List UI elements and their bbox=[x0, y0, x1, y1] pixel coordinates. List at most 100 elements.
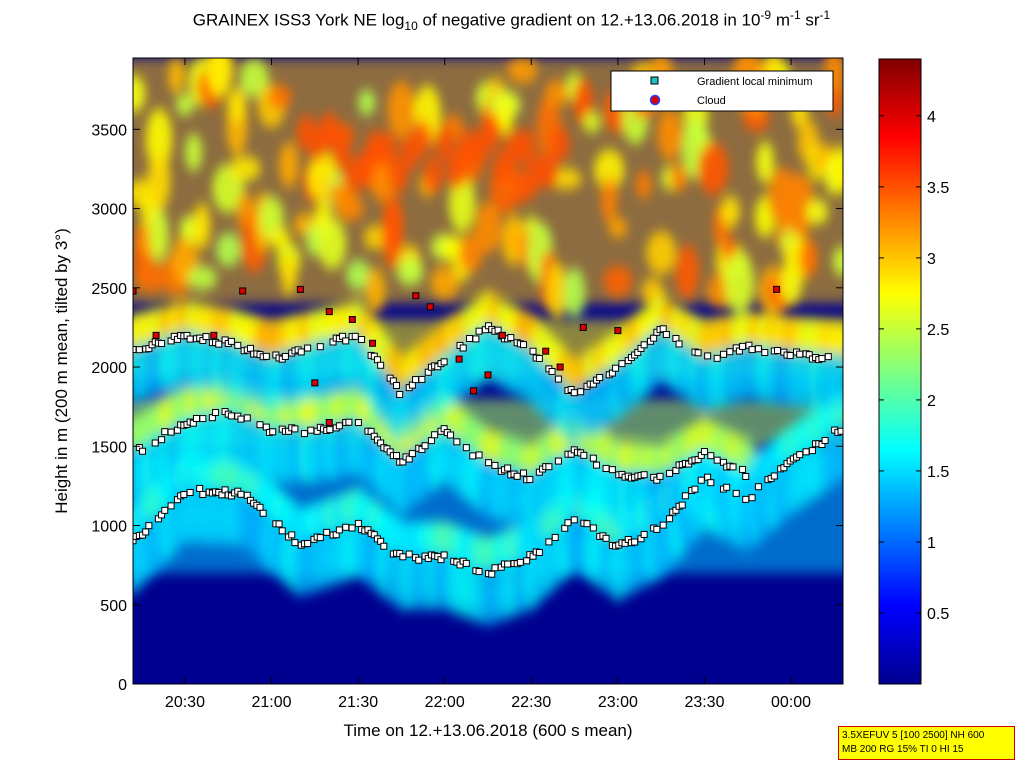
cloud-marker bbox=[484, 371, 492, 379]
gradient-minimum-marker bbox=[748, 494, 756, 502]
gradient-minimum-marker bbox=[234, 341, 242, 349]
gradient-minimum-marker bbox=[139, 447, 147, 455]
gradient-minimum-marker bbox=[520, 469, 527, 477]
gradient-minimum-marker bbox=[199, 491, 207, 499]
gradient-minimum-marker bbox=[640, 471, 648, 479]
heatmap-cell bbox=[603, 265, 633, 297]
heatmap-cell bbox=[237, 193, 254, 219]
gradient-minimum-marker bbox=[202, 333, 210, 341]
gradient-minimum-marker bbox=[186, 488, 194, 496]
gradient-minimum-marker bbox=[133, 537, 137, 545]
gradient-minimum-marker bbox=[466, 335, 474, 343]
cloud-marker bbox=[426, 303, 434, 311]
cloud-marker bbox=[348, 315, 356, 323]
y-tick-label: 2000 bbox=[91, 360, 127, 377]
heatmap-cell bbox=[502, 223, 525, 255]
gradient-minimum-marker bbox=[418, 375, 426, 383]
heatmap-cell bbox=[133, 74, 146, 113]
y-tick-label: 1500 bbox=[91, 439, 127, 456]
gradient-minimum-marker bbox=[354, 419, 362, 427]
gradient-minimum-marker bbox=[161, 506, 169, 514]
gradient-minimum-marker bbox=[485, 459, 493, 467]
gradient-minimum-marker bbox=[739, 465, 747, 473]
gradient-minimum-marker bbox=[545, 463, 553, 471]
heatmap-cell bbox=[230, 156, 261, 181]
heatmap-cell bbox=[550, 125, 571, 162]
gradient-minimum-marker bbox=[491, 564, 499, 572]
gradient-minimum-marker bbox=[243, 414, 251, 422]
gradient-minimum-marker bbox=[589, 454, 597, 462]
x-tick-label: 22:30 bbox=[511, 694, 551, 711]
cloud-marker bbox=[455, 355, 463, 363]
gradient-minimum-marker bbox=[666, 469, 674, 477]
heatmap-cell bbox=[657, 109, 683, 161]
gradient-minimum-marker bbox=[526, 475, 534, 483]
gradient-minimum-marker bbox=[704, 352, 712, 360]
gradient-minimum-marker bbox=[596, 373, 604, 381]
x-tick-label: 22:00 bbox=[425, 694, 465, 711]
gradient-minimum-marker bbox=[818, 355, 826, 363]
heatmap-cell bbox=[785, 172, 815, 236]
gradient-minimum-marker bbox=[516, 558, 524, 566]
gradient-minimum-marker bbox=[259, 509, 267, 517]
heatmap-cell bbox=[834, 352, 843, 413]
cloud-marker bbox=[369, 339, 377, 347]
gradient-minimum-marker bbox=[707, 479, 715, 487]
gradient-minimum-marker bbox=[694, 349, 702, 357]
gradient-minimum-marker bbox=[729, 463, 737, 471]
gradient-minimum-marker bbox=[697, 476, 705, 484]
colorbar: 0.5 1 1.5 2 2.5 3 3.5 4 bbox=[878, 58, 949, 685]
colorbar-tick-label: 4 bbox=[927, 109, 936, 126]
heatmap-cell bbox=[563, 267, 586, 319]
heatmap-cell bbox=[538, 152, 559, 189]
colorbar-tick-label: 2 bbox=[927, 393, 936, 410]
heatmap-cell bbox=[239, 59, 269, 98]
gradient-minimum-marker bbox=[396, 390, 404, 398]
heatmap-cell bbox=[207, 58, 233, 97]
y-tick-label: 3500 bbox=[91, 122, 127, 139]
gradient-minimum-marker bbox=[802, 448, 810, 456]
heatmap-cell bbox=[608, 217, 628, 238]
gradient-minimum-marker bbox=[602, 534, 610, 542]
gradient-minimum-marker bbox=[227, 337, 235, 345]
gradient-minimum-marker bbox=[529, 347, 537, 355]
gradient-minimum-marker bbox=[421, 442, 429, 450]
heatmap-cell bbox=[834, 322, 843, 359]
cloud-marker bbox=[542, 347, 550, 355]
heatmap-cell bbox=[268, 85, 292, 110]
gradient-minimum-marker bbox=[754, 483, 762, 491]
gradient-minimum-marker bbox=[678, 501, 686, 509]
gradient-minimum-marker bbox=[554, 457, 562, 465]
gradient-minimum-marker bbox=[262, 352, 270, 360]
heatmap-cell bbox=[330, 133, 351, 170]
gradient-minimum-marker bbox=[723, 483, 731, 491]
colorbar-tick-label: 3 bbox=[927, 251, 936, 268]
heatmap-cell bbox=[720, 195, 741, 227]
cloud-marker bbox=[773, 285, 781, 293]
gradient-minimum-marker bbox=[405, 550, 413, 558]
info-line-1: 3.5XEFUV 5 [100 2500] NH 600 bbox=[842, 730, 985, 741]
gradient-minimum-marker bbox=[304, 344, 312, 352]
heatmap-cell bbox=[594, 149, 625, 190]
gradient-minimum-marker bbox=[580, 451, 588, 459]
gradient-minimum-marker bbox=[300, 430, 308, 438]
heatmap-cell bbox=[149, 208, 169, 262]
cloud-marker bbox=[325, 419, 333, 427]
gradient-minimum-marker bbox=[808, 447, 816, 455]
gradient-minimum-marker bbox=[380, 542, 388, 550]
gradient-minimum-marker bbox=[158, 436, 166, 444]
heatmap-cell bbox=[411, 120, 432, 157]
gradient-minimum-marker bbox=[720, 350, 728, 358]
y-tick-label: 1000 bbox=[91, 519, 127, 536]
gradient-minimum-marker bbox=[446, 431, 454, 439]
chart-title: GRAINEX ISS3 York NE log10 of negative g… bbox=[192, 8, 831, 34]
gradient-minimum-marker bbox=[345, 418, 353, 426]
heatmap bbox=[133, 58, 843, 684]
cloud-markers bbox=[133, 285, 781, 427]
gradient-minimum-marker bbox=[548, 367, 556, 375]
heatmap-cell bbox=[423, 156, 444, 193]
gradient-minimum-marker bbox=[612, 364, 620, 372]
heatmap-cell bbox=[458, 233, 483, 273]
heatmap-cell bbox=[227, 87, 247, 123]
gradient-minimum-marker bbox=[739, 342, 747, 350]
